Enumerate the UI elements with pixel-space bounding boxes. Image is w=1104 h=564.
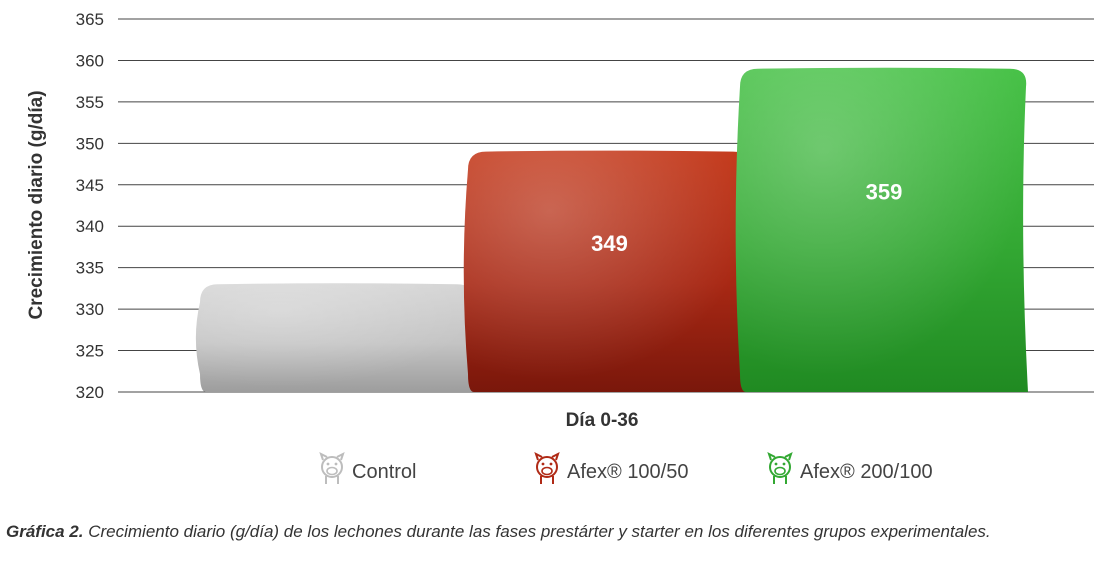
pig-icon xyxy=(319,452,345,484)
y-tick-label: 350 xyxy=(76,134,104,153)
figure-caption: Gráfica 2. Crecimiento diario (g/día) de… xyxy=(6,522,1102,542)
bar-highlight xyxy=(195,283,475,392)
caption-text: Crecimiento diario (g/día) de los lechon… xyxy=(83,522,991,541)
data-label: 359 xyxy=(866,180,903,205)
y-tick-label: 320 xyxy=(76,383,104,402)
y-tick-label: 335 xyxy=(76,259,104,278)
y-tick-label: 360 xyxy=(76,51,104,70)
y-axis-label: Crecimiento diario (g/día) xyxy=(26,90,47,319)
legend-label: Control xyxy=(352,461,416,483)
legend-item: Afex® 200/100 xyxy=(767,452,933,484)
chart: 320 325 330 335 340 345 350 355 360 365 349 359 Cr… xyxy=(26,10,1094,484)
y-axis-ticks: 320 325 330 335 340 345 350 355 360 365 xyxy=(76,10,104,402)
legend-item: Control xyxy=(319,452,416,484)
pig-icon xyxy=(767,452,793,484)
y-tick-label: 325 xyxy=(76,342,104,361)
data-label: 349 xyxy=(591,231,628,256)
data-labels: 349 359 xyxy=(591,180,902,256)
y-tick-label: 355 xyxy=(76,93,104,112)
y-tick-label: 340 xyxy=(76,217,104,236)
y-tick-label: 345 xyxy=(76,176,104,195)
bar-highlight xyxy=(735,67,1028,392)
bars xyxy=(195,67,1028,392)
pig-icon xyxy=(534,452,560,484)
legend-label: Afex® 200/100 xyxy=(800,461,933,483)
y-tick-label: 365 xyxy=(76,10,104,29)
x-axis-label: Día 0-36 xyxy=(566,410,639,431)
y-tick-label: 330 xyxy=(76,300,104,319)
legend-label: Afex® 100/50 xyxy=(567,461,688,483)
caption-lead: Gráfica 2. xyxy=(6,522,84,541)
legend: Control Afex® 100/50 Afex® 200/100 xyxy=(319,452,933,484)
legend-item: Afex® 100/50 xyxy=(534,452,688,484)
bar-highlight xyxy=(463,150,751,392)
